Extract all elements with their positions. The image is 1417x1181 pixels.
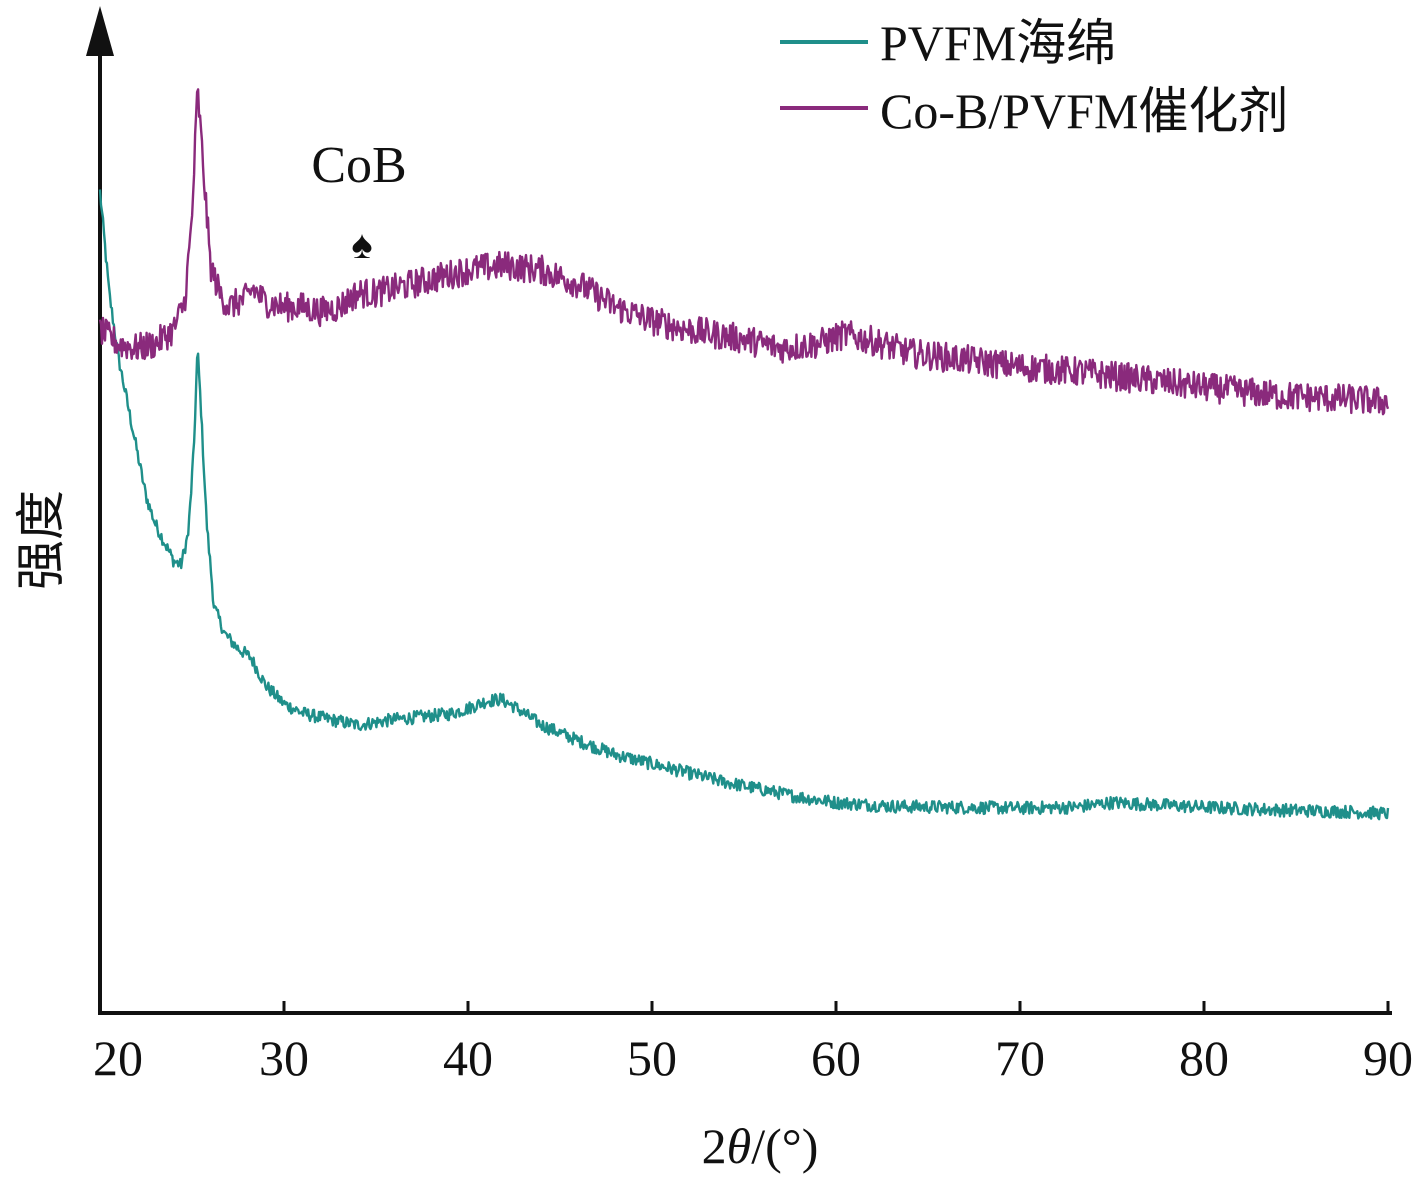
legend-label-pvfm: PVFM海绵 <box>880 15 1116 71</box>
x-axis-title: 2θ/(°) <box>702 1118 819 1174</box>
x-tick-label: 20 <box>93 1030 143 1086</box>
series-line-pvfm-sponge <box>98 189 1390 821</box>
x-axis-title-suffix: /(°) <box>751 1118 818 1174</box>
x-tick-label: 80 <box>1179 1030 1229 1086</box>
annotation-marker: ♠ <box>351 222 372 267</box>
series-line-cob-pvfm-catalyst <box>98 88 1390 416</box>
x-tick-label: 50 <box>627 1030 677 1086</box>
x-tick-label: 30 <box>259 1030 309 1086</box>
legend-label-cob: Co-B/PVFM催化剂 <box>880 83 1288 139</box>
y-axis-arrowhead <box>86 6 114 56</box>
series-layer <box>98 88 1390 821</box>
x-tick-label: 90 <box>1363 1030 1413 1086</box>
x-tick-label: 40 <box>443 1030 493 1086</box>
x-ticks: 20 30 40 50 60 70 80 90 <box>93 1001 1413 1086</box>
annotation-label: CoB <box>311 137 406 194</box>
x-axis-title-prefix: 2 <box>702 1118 727 1174</box>
legend: PVFM海绵 Co-B/PVFM催化剂 <box>780 15 1288 139</box>
x-tick-label: 70 <box>995 1030 1045 1086</box>
x-axis-title-theta: θ <box>727 1118 752 1174</box>
y-axis-title: 强度 <box>13 490 69 590</box>
x-tick-label: 60 <box>811 1030 861 1086</box>
